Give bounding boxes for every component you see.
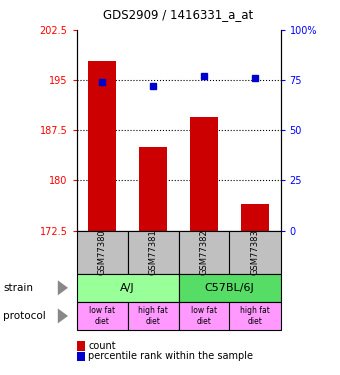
Text: GSM77380: GSM77380 — [98, 229, 106, 275]
Text: protocol: protocol — [3, 311, 46, 321]
Text: percentile rank within the sample: percentile rank within the sample — [88, 351, 253, 361]
Text: high fat
diet: high fat diet — [240, 306, 270, 326]
Text: GSM77382: GSM77382 — [200, 229, 208, 275]
Text: A/J: A/J — [120, 283, 135, 293]
Bar — [190, 117, 218, 231]
Text: GDS2909 / 1416331_a_at: GDS2909 / 1416331_a_at — [103, 8, 254, 21]
Bar — [139, 147, 167, 231]
Text: C57BL/6J: C57BL/6J — [205, 283, 254, 293]
Text: GSM77381: GSM77381 — [149, 229, 157, 275]
Text: high fat
diet: high fat diet — [138, 306, 168, 326]
Bar — [88, 62, 116, 231]
Text: count: count — [88, 341, 116, 351]
Text: low fat
diet: low fat diet — [89, 306, 115, 326]
Text: strain: strain — [3, 283, 33, 293]
Bar — [241, 204, 269, 231]
Text: low fat
diet: low fat diet — [191, 306, 217, 326]
Text: GSM77383: GSM77383 — [251, 229, 259, 275]
